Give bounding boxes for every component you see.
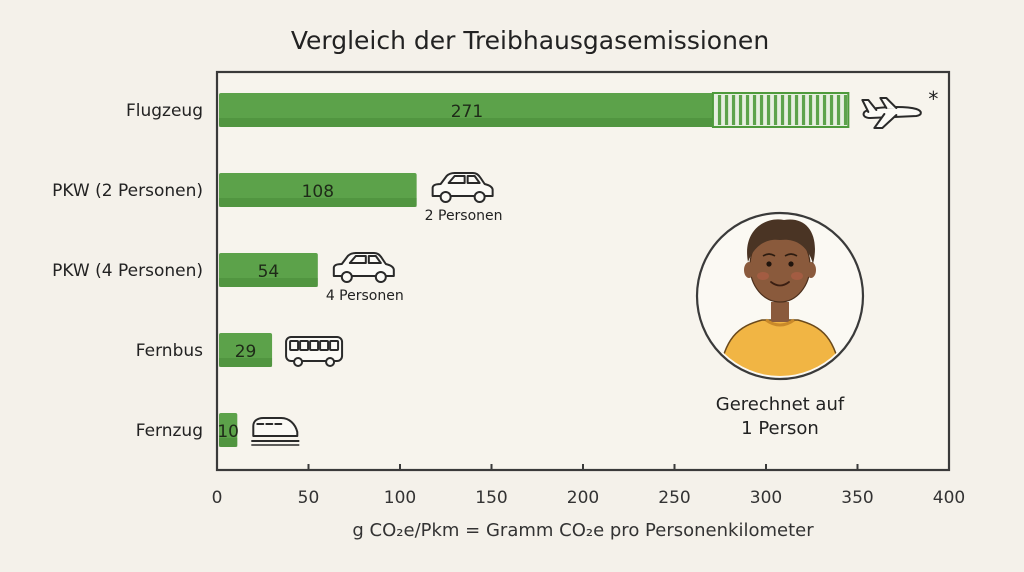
train-icon — [251, 417, 300, 446]
category-label: Flugzeug — [126, 101, 203, 121]
bar-shade — [219, 358, 273, 367]
bar-hatch-stripe — [738, 95, 743, 125]
car-annotation-label: 4 Personen — [326, 288, 404, 304]
person-avatar-icon — [717, 219, 843, 376]
bar-shade — [219, 278, 318, 287]
bar-shade — [219, 198, 417, 207]
person-brow — [762, 253, 776, 257]
category-label: Fernzug — [136, 421, 203, 441]
x-tick-label: 0 — [212, 488, 223, 508]
person-caption-line2: 1 Person — [741, 418, 819, 439]
x-tick-label: 100 — [384, 488, 416, 508]
bar — [219, 413, 238, 447]
bar-hatch-stripe — [787, 95, 792, 125]
bar-hatch-stripe — [731, 95, 736, 125]
bar-hatch-stripe — [752, 95, 757, 125]
bar-hatch-stripe — [815, 95, 820, 125]
bar-hatch-stripe — [836, 95, 841, 125]
bar-shade — [219, 118, 715, 127]
person-ear — [806, 262, 816, 278]
bar-value-label: 29 — [235, 342, 257, 362]
bar-value-label: 54 — [258, 262, 280, 282]
x-tick-label: 150 — [475, 488, 507, 508]
bar-value-label: 271 — [451, 102, 483, 122]
person-eye — [766, 261, 772, 267]
person-cheek — [791, 272, 803, 280]
person-brow — [784, 253, 798, 257]
x-tick-label: 300 — [750, 488, 782, 508]
x-tick-label: 350 — [841, 488, 873, 508]
bar-value-label: 10 — [217, 422, 239, 442]
bar — [219, 333, 273, 367]
x-tick-label: 200 — [567, 488, 599, 508]
person-ear — [744, 262, 754, 278]
bar — [219, 173, 417, 207]
chart-bars: Flugzeug 271 PKW (2 Personen) 108 PKW (4 Per… — [52, 92, 850, 447]
car-icon: 4 Personen — [326, 252, 404, 304]
person-caption-line1: Gerechnet auf — [715, 394, 845, 415]
airplane-footnote-marker: * — [928, 87, 938, 111]
chart-icons: * 2 Personen 4 Personen — [251, 87, 938, 446]
x-tick-label: 250 — [658, 488, 690, 508]
bar-hatch-stripe — [808, 95, 813, 125]
person-hair — [747, 219, 815, 264]
bar-hatch-stripe — [829, 95, 834, 125]
person-collar — [765, 318, 795, 327]
bar-hatch-stripe — [759, 95, 764, 125]
bar-hatch-stripe — [780, 95, 785, 125]
x-axis-label: g CO₂e/Pkm = Gramm CO₂e pro Personenkilo… — [352, 520, 814, 541]
category-label: Fernbus — [136, 341, 203, 361]
bar-shade — [219, 438, 238, 447]
bar-hatch-stripe — [717, 95, 722, 125]
category-label: PKW (2 Personen) — [52, 181, 203, 201]
chart-title: Vergleich der Treibhausgasemissionen — [290, 26, 770, 55]
car-annotation-label: 2 Personen — [425, 208, 503, 224]
person-eye — [788, 261, 794, 267]
bar-value-label: 108 — [302, 182, 334, 202]
x-tick-label: 50 — [298, 488, 320, 508]
person-caption: Gerechnet auf 1 Person — [690, 393, 870, 441]
car-icon: 2 Personen — [425, 172, 503, 224]
airplane-icon: * — [861, 87, 938, 129]
person-illustration — [695, 211, 865, 381]
bar-hatch-stripe — [724, 95, 729, 125]
bar — [219, 253, 318, 287]
bar — [219, 93, 715, 127]
person-neck — [771, 302, 789, 322]
person-mouth — [770, 281, 790, 287]
bar-hatch-stripe — [822, 95, 827, 125]
x-tick-label: 400 — [933, 488, 965, 508]
bar-hatch-stripe — [766, 95, 771, 125]
bar-hatch-stripe — [773, 95, 778, 125]
bus-icon — [285, 336, 344, 367]
bar-hatch-stripe — [843, 95, 848, 125]
bar-hatch-stripe — [745, 95, 750, 125]
category-label: PKW (4 Personen) — [52, 261, 203, 281]
person-cheek — [757, 272, 769, 280]
bar-hatch-stripe — [794, 95, 799, 125]
bar-hatch-stripe — [801, 95, 806, 125]
